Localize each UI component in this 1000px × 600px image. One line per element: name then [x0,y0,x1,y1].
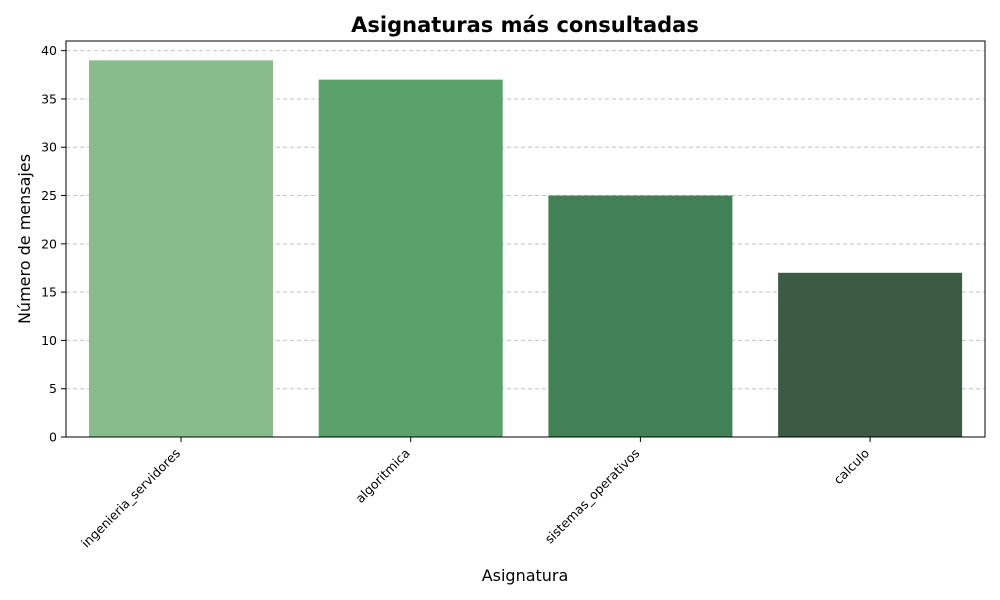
bar-algoritmica [318,79,503,437]
x-tick-label: sistemas_operativos [542,446,643,547]
y-axis-ticks: 0 5 10 15 20 25 30 35 40 [41,43,66,445]
chart-title: Asignaturas más consultadas [351,13,699,37]
x-tick-label: algoritmica [352,446,412,506]
y-tick-label: 25 [41,188,57,203]
y-axis-title: Número de mensajes [15,154,34,324]
bar-ingenieria_servidores [89,60,273,437]
y-tick-label: 20 [41,236,57,251]
x-tick-label: ingenieria_servidores [78,446,183,551]
y-tick-label: 30 [41,140,57,155]
y-tick-label: 10 [41,333,57,348]
bar-sistemas_operativos [548,195,733,437]
x-tick-label: calculo [831,446,873,488]
x-axis-title: Asignatura [482,566,569,585]
y-tick-label: 40 [41,43,57,58]
plot-frame [65,40,986,438]
bar-calculo [778,272,963,437]
y-tick-label: 0 [49,430,57,445]
y-tick-label: 15 [41,285,57,300]
y-tick-label: 35 [41,91,57,106]
x-axis-ticks: ingenieria_servidores algoritmica sistemas… [78,437,872,551]
y-tick-label: 5 [49,381,57,396]
bars [89,60,963,437]
